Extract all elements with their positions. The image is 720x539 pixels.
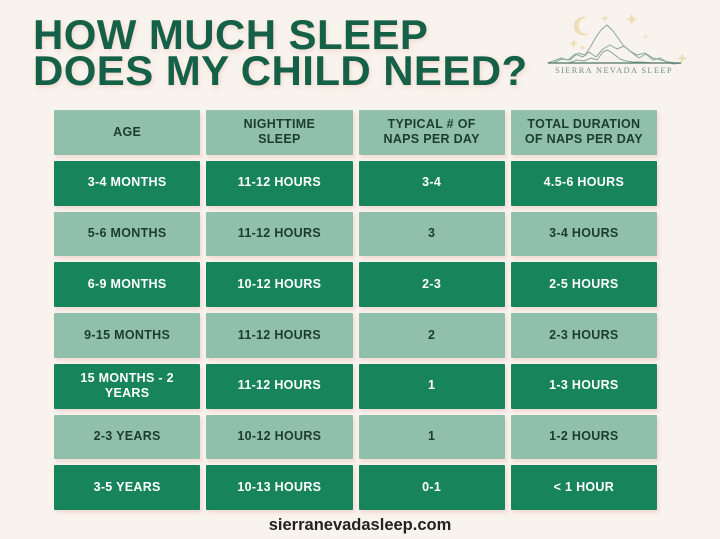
svg-text:SIERRA NEVADA SLEEP: SIERRA NEVADA SLEEP [555, 66, 673, 75]
